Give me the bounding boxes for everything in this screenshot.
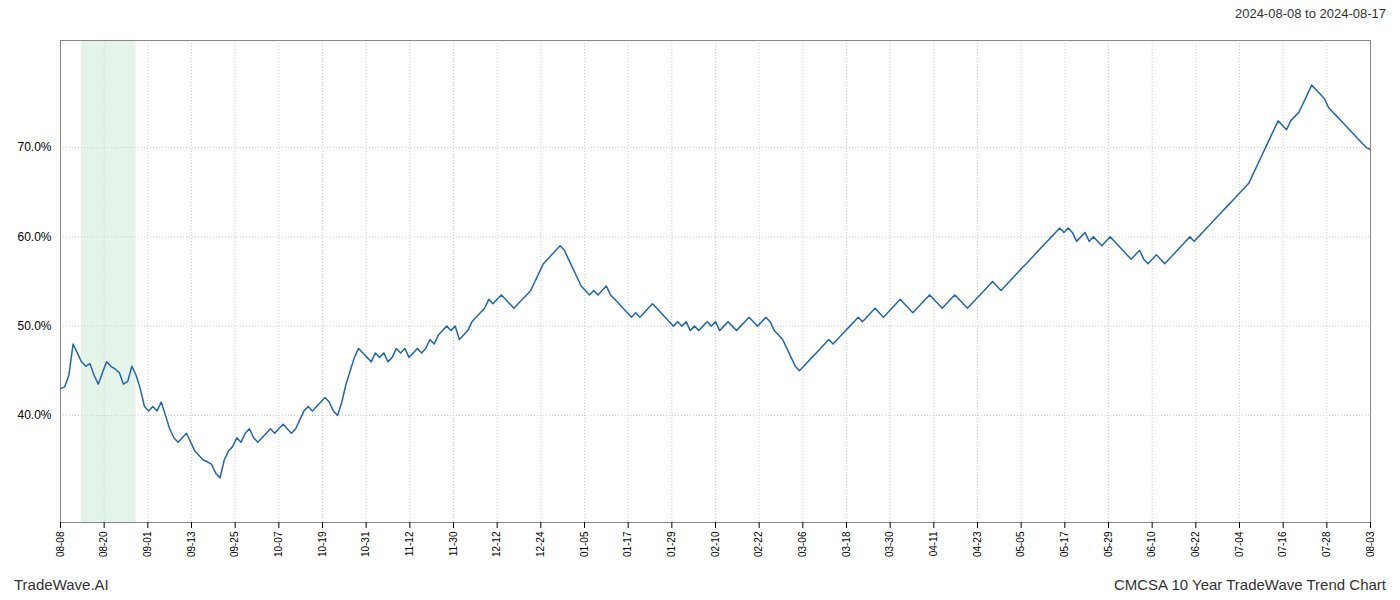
svg-text:12-12: 12-12 — [491, 531, 502, 557]
svg-text:08-20: 08-20 — [98, 531, 109, 557]
svg-text:08-08: 08-08 — [55, 531, 66, 557]
svg-text:03-30: 03-30 — [884, 531, 895, 557]
svg-text:03-06: 03-06 — [797, 531, 808, 557]
svg-text:04-23: 04-23 — [972, 531, 983, 557]
svg-text:07-28: 07-28 — [1321, 531, 1332, 557]
svg-text:11-12: 11-12 — [404, 531, 415, 556]
svg-text:05-05: 05-05 — [1015, 531, 1026, 557]
svg-text:05-29: 05-29 — [1103, 531, 1114, 557]
svg-text:40.0%: 40.0% — [17, 408, 51, 422]
svg-text:07-16: 07-16 — [1277, 531, 1288, 557]
svg-text:12-24: 12-24 — [535, 531, 546, 557]
svg-text:50.0%: 50.0% — [17, 319, 51, 333]
html-text:2024-08-08 to 2024-08-17: 2024-08-08 to 2024-08-17 — [1234, 6, 1386, 21]
svg-text:02-10: 02-10 — [710, 531, 721, 557]
svg-text:09-13: 09-13 — [186, 531, 197, 557]
svg-text:70.0%: 70.0% — [17, 140, 51, 154]
svg-text:10-31: 10-31 — [360, 531, 371, 557]
svg-text:09-01: 09-01 — [142, 531, 153, 557]
html-text:CMCSA 10 Year TradeWave Trend: CMCSA 10 Year TradeWave Trend Chart — [1113, 576, 1386, 593]
svg-text:01-17: 01-17 — [622, 531, 633, 557]
svg-text:60.0%: 60.0% — [17, 230, 51, 244]
svg-text:02-22: 02-22 — [753, 531, 764, 557]
svg-text:01-05: 01-05 — [579, 531, 590, 557]
svg-text:10-19: 10-19 — [317, 531, 328, 557]
svg-text:01-29: 01-29 — [666, 531, 677, 557]
html-text:TradeWave.AI: TradeWave.AI — [14, 576, 109, 593]
svg-text:09-25: 09-25 — [229, 531, 240, 557]
svg-text:07-04: 07-04 — [1234, 531, 1245, 557]
svg-text:05-17: 05-17 — [1059, 531, 1070, 557]
svg-text:03-18: 03-18 — [841, 531, 852, 557]
svg-text:06-22: 06-22 — [1190, 531, 1201, 557]
svg-text:11-30: 11-30 — [448, 531, 459, 556]
svg-text:06-10: 06-10 — [1146, 531, 1157, 557]
svg-text:04-11: 04-11 — [928, 531, 939, 556]
svg-text:10-07: 10-07 — [273, 531, 284, 557]
svg-text:08-03: 08-03 — [1365, 531, 1376, 557]
